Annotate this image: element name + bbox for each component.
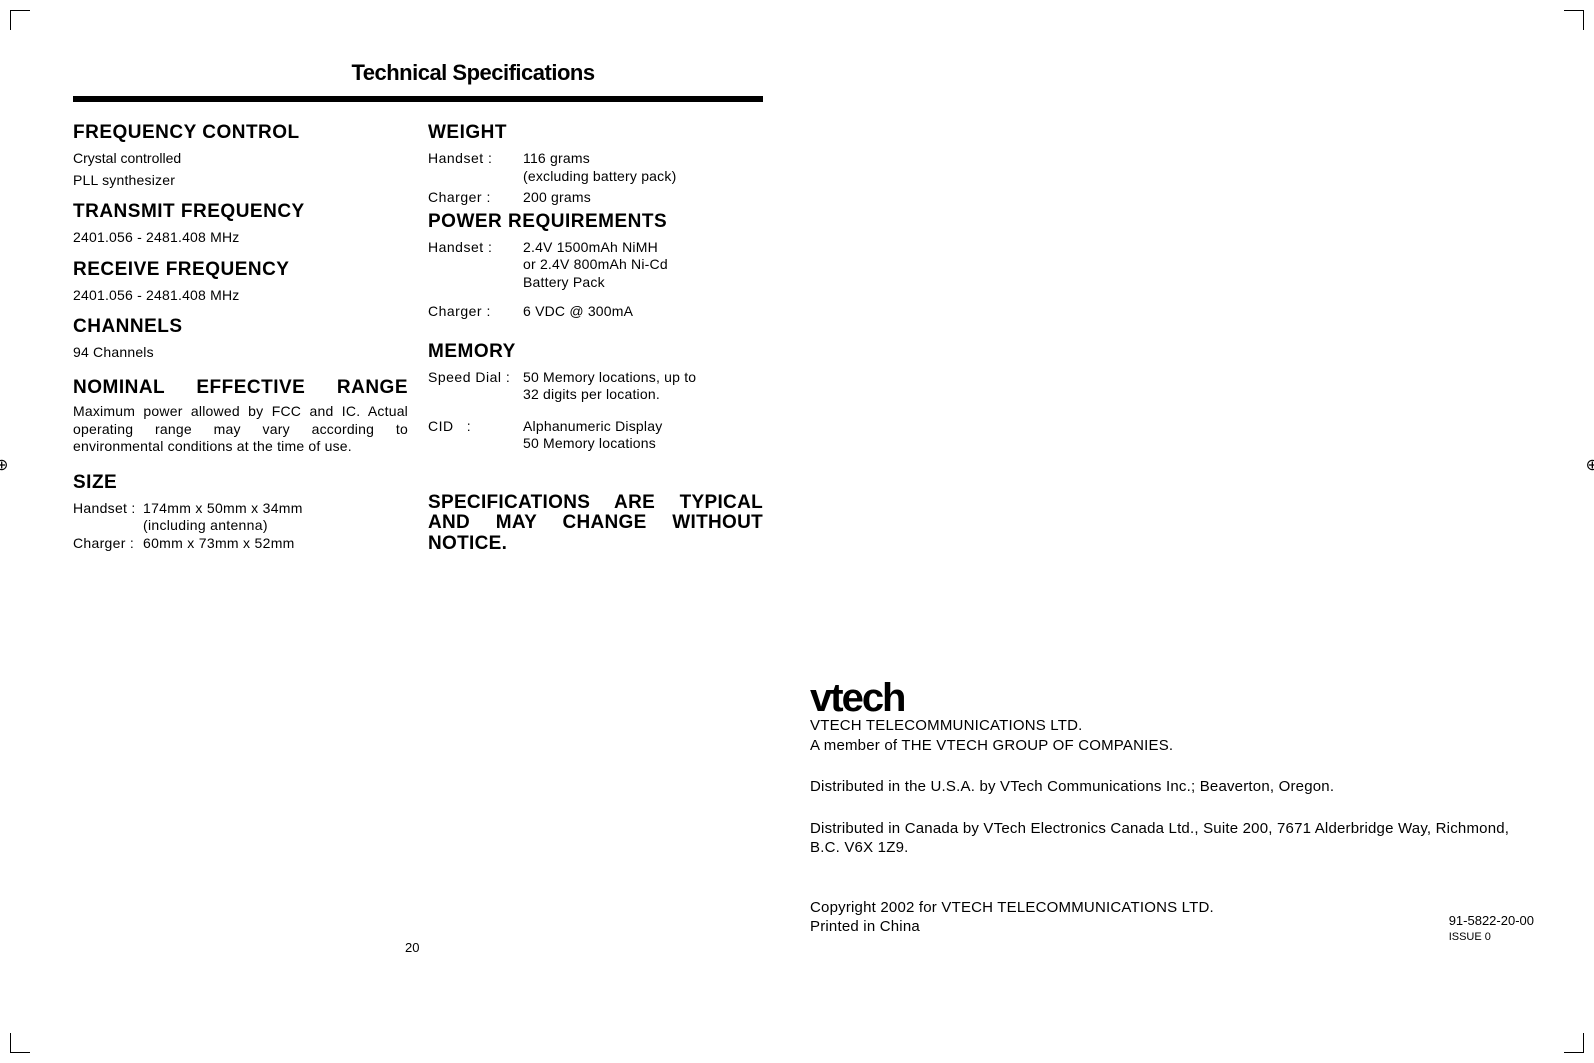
- frequency-control-value1: Crystal controlled: [73, 150, 408, 168]
- spec-page: Technical Specifications FREQUENCY CONTR…: [73, 60, 763, 555]
- size-handset-note: (including antenna): [143, 517, 268, 535]
- columns-container: FREQUENCY CONTROL Crystal controlled PLL…: [73, 118, 763, 555]
- frequency-control-heading: FREQUENCY CONTROL: [73, 122, 408, 144]
- page-title: Technical Specifications: [73, 60, 763, 86]
- document-code: 91-5822-20-00 ISSUE 0: [1449, 913, 1534, 944]
- channels-heading: CHANNELS: [73, 316, 408, 338]
- weight-charger-key: Charger :: [428, 189, 523, 207]
- weight-handset-row: Handset : 116 grams (excluding battery p…: [428, 150, 763, 185]
- size-charger-row: Charger : 60mm x 73mm x 52mm: [73, 535, 408, 553]
- memory-speed-v2: 32 digits per location.: [523, 386, 660, 402]
- power-handset-value: 2.4V 1500mAh NiMH or 2.4V 800mAh Ni-Cd B…: [523, 239, 763, 292]
- power-handset-v2: or 2.4V 800mAh Ni-Cd: [523, 256, 668, 272]
- memory-cid-v2: 50 Memory locations: [523, 435, 656, 451]
- size-charger-key: Charger :: [73, 535, 143, 553]
- nominal-range-value: Maximum power allowed by FCC and IC. Act…: [73, 403, 408, 456]
- weight-handset-key: Handset :: [428, 150, 523, 185]
- transmit-frequency-value: 2401.056 - 2481.408 MHz: [73, 229, 408, 247]
- weight-handset-value: 116 grams (excluding battery pack): [523, 150, 763, 185]
- size-heading: SIZE: [73, 472, 408, 494]
- vtech-logo: vtech: [810, 680, 1530, 716]
- left-column: FREQUENCY CONTROL Crystal controlled PLL…: [73, 118, 408, 555]
- memory-speed-row: Speed Dial : 50 Memory locations, up to …: [428, 369, 763, 404]
- size-handset-key: Handset :: [73, 500, 143, 518]
- footer-dist-ca: Distributed in Canada by VTech Electroni…: [810, 819, 1530, 858]
- crop-mark-bl: [10, 1033, 30, 1053]
- memory-speed-key: Speed Dial :: [428, 369, 523, 404]
- receive-frequency-heading: RECEIVE FREQUENCY: [73, 259, 408, 281]
- footer-member: A member of THE VTECH GROUP OF COMPANIES…: [810, 736, 1530, 756]
- power-handset-v3: Battery Pack: [523, 274, 605, 290]
- power-handset-v1: 2.4V 1500mAh NiMH: [523, 239, 658, 255]
- memory-cid-key: CID :: [428, 418, 523, 453]
- weight-charger-value: 200 grams: [523, 189, 763, 207]
- memory-speed-v1: 50 Memory locations, up to: [523, 369, 696, 385]
- page-number: 20: [405, 940, 419, 955]
- document-issue: ISSUE 0: [1449, 930, 1534, 944]
- crop-mark-tl: [10, 10, 30, 30]
- size-handset-note-row: (including antenna): [73, 517, 408, 535]
- registration-mark-left: ⊕: [0, 455, 8, 475]
- memory-speed-value: 50 Memory locations, up to 32 digits per…: [523, 369, 763, 404]
- power-charger-value: 6 VDC @ 300mA: [523, 303, 763, 321]
- size-handset-row: Handset : 174mm x 50mm x 34mm: [73, 500, 408, 518]
- nominal-range-heading: NOMINAL EFFECTIVE RANGE: [73, 378, 408, 398]
- specifications-notice: SPECIFICATIONS ARE TYPICAL AND MAY CHANG…: [428, 493, 763, 556]
- size-handset-note-spacer: [73, 517, 143, 535]
- registration-mark-right: ⊕: [1586, 455, 1594, 475]
- size-handset-value: 174mm x 50mm x 34mm: [143, 500, 303, 518]
- weight-handset-note: (excluding battery pack): [523, 168, 676, 184]
- crop-mark-br: [1564, 1033, 1584, 1053]
- title-rule: [73, 96, 763, 102]
- footer-dist-us: Distributed in the U.S.A. by VTech Commu…: [810, 777, 1530, 797]
- crop-mark-tr: [1564, 10, 1584, 30]
- size-charger-value: 60mm x 73mm x 52mm: [143, 535, 295, 553]
- weight-heading: WEIGHT: [428, 122, 763, 144]
- receive-frequency-value: 2401.056 - 2481.408 MHz: [73, 287, 408, 305]
- power-charger-row: Charger : 6 VDC @ 300mA: [428, 303, 763, 321]
- footer-company: VTECH TELECOMMUNICATIONS LTD.: [810, 716, 1530, 736]
- footer-copyright: Copyright 2002 for VTECH TELECOMMUNICATI…: [810, 898, 1530, 918]
- footer-block: vtech VTECH TELECOMMUNICATIONS LTD. A me…: [810, 680, 1530, 937]
- memory-cid-value: Alphanumeric Display 50 Memory locations: [523, 418, 763, 453]
- memory-cid-v1: Alphanumeric Display: [523, 418, 662, 434]
- power-charger-key: Charger :: [428, 303, 523, 321]
- power-handset-key: Handset :: [428, 239, 523, 292]
- channels-value: 94 Channels: [73, 344, 408, 362]
- right-column: WEIGHT Handset : 116 grams (excluding ba…: [428, 118, 763, 555]
- document-code-number: 91-5822-20-00: [1449, 913, 1534, 930]
- transmit-frequency-heading: TRANSMIT FREQUENCY: [73, 201, 408, 223]
- memory-heading: MEMORY: [428, 341, 763, 363]
- power-handset-row: Handset : 2.4V 1500mAh NiMH or 2.4V 800m…: [428, 239, 763, 292]
- memory-cid-row: CID : Alphanumeric Display 50 Memory loc…: [428, 418, 763, 453]
- weight-handset-value-text: 116 grams: [523, 150, 590, 166]
- weight-charger-row: Charger : 200 grams: [428, 189, 763, 207]
- power-requirements-heading: POWER REQUIREMENTS: [428, 211, 763, 233]
- footer-printed: Printed in China: [810, 917, 1530, 937]
- frequency-control-value2: PLL synthesizer: [73, 172, 408, 190]
